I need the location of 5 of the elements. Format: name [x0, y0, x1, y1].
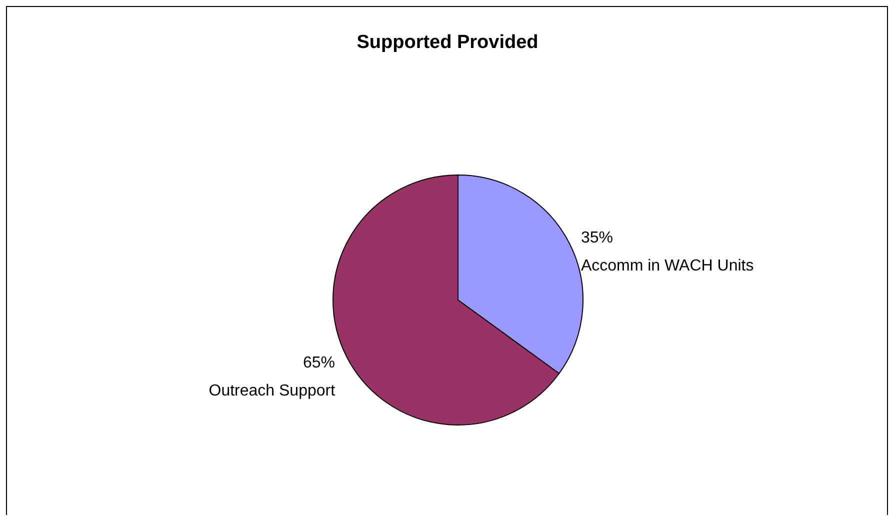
chart-title: Supported Provided — [356, 32, 538, 53]
slice-label: Accomm in WACH Units — [580, 257, 754, 274]
slice-label: Outreach Support — [208, 382, 336, 400]
data-label: 65% — [303, 354, 336, 372]
data-label: 35% — [580, 229, 613, 246]
